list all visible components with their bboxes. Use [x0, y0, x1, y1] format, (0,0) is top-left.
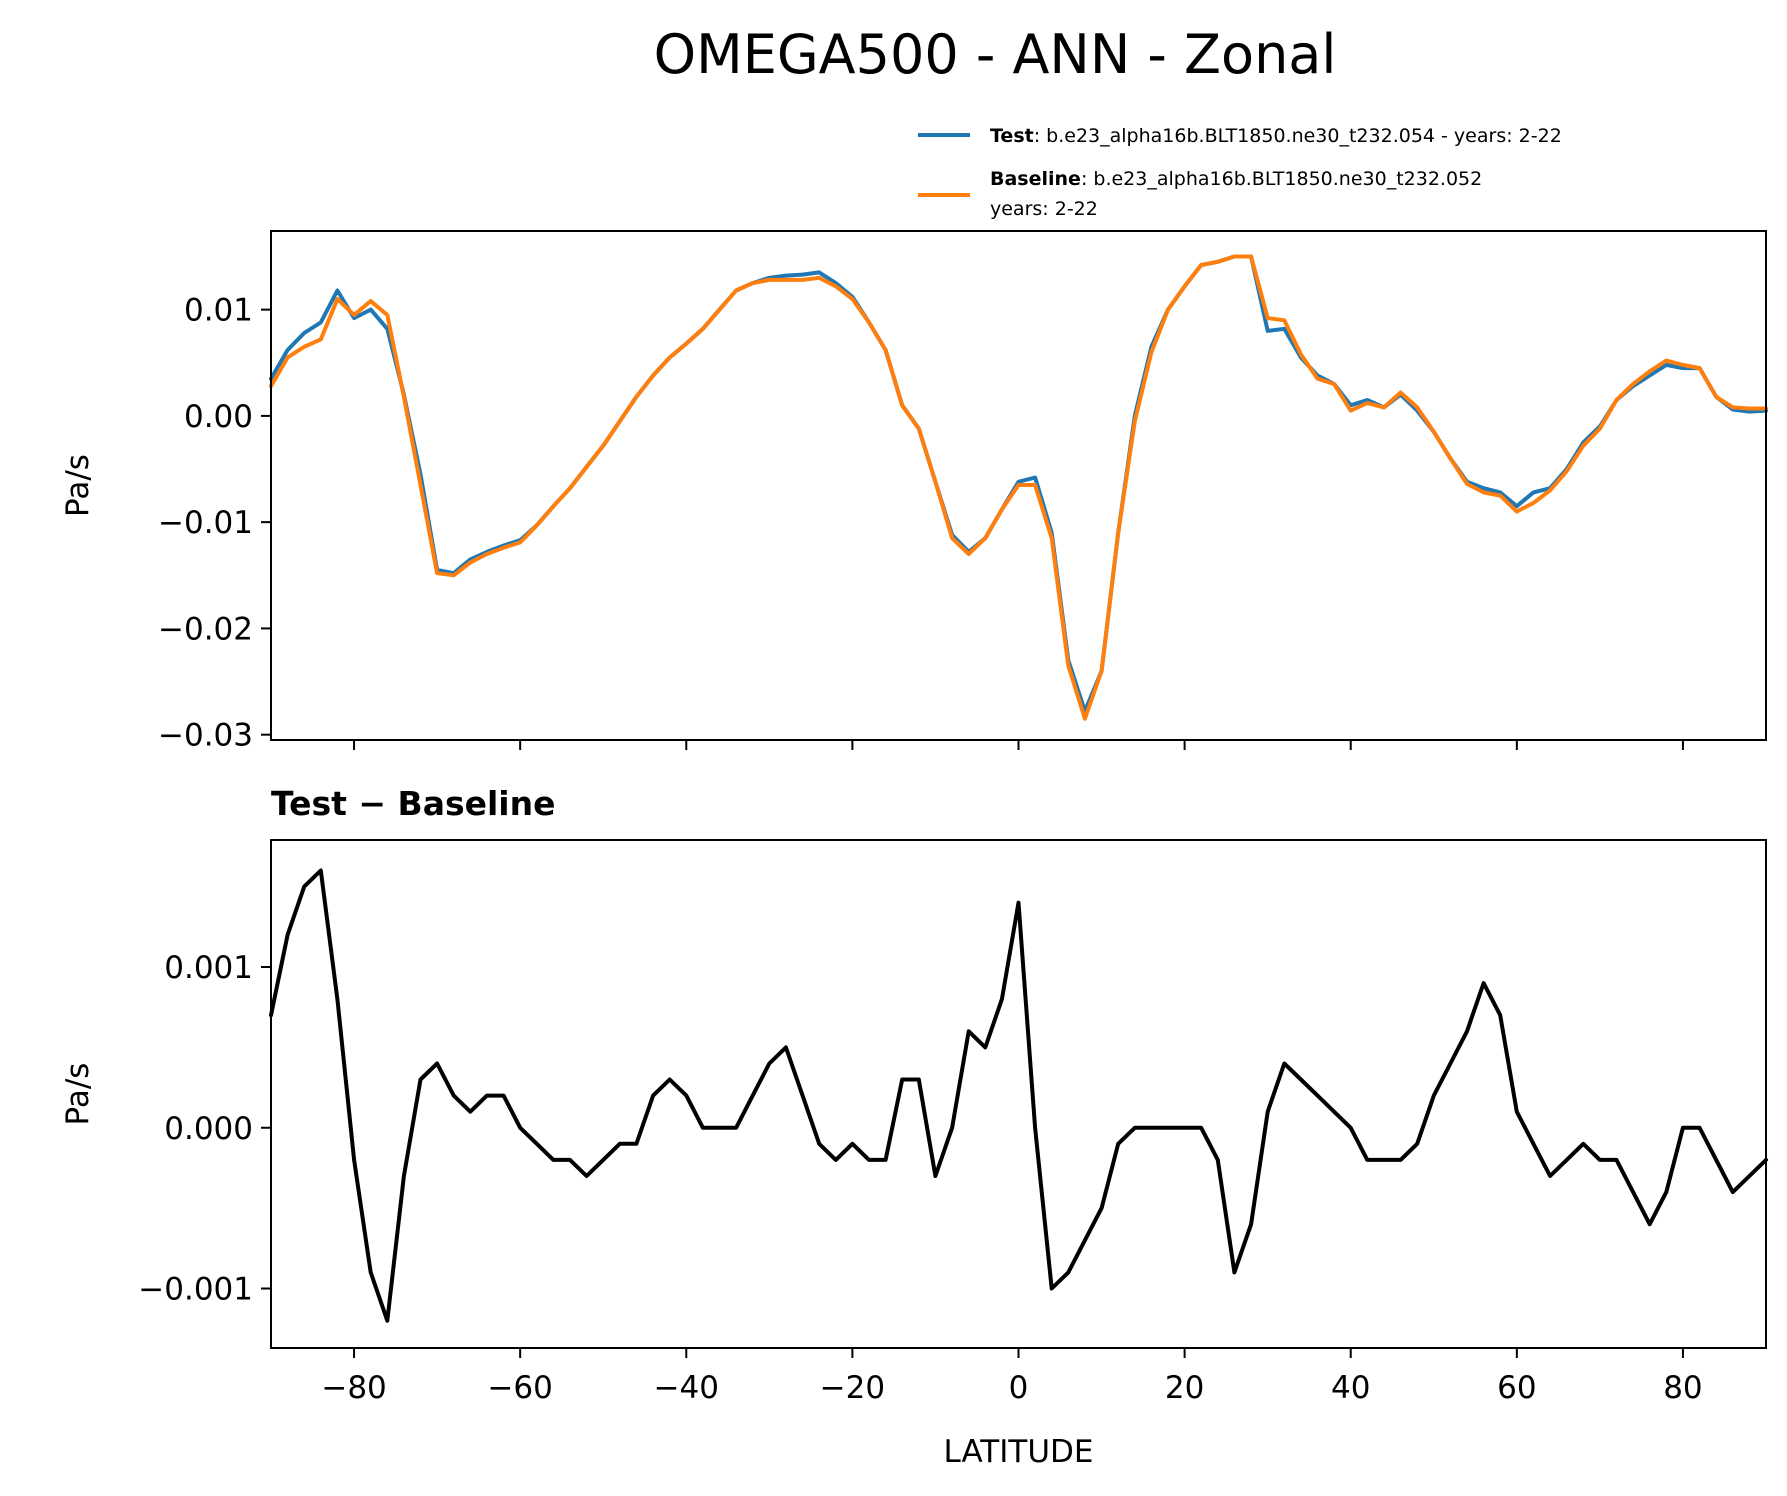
bottom-series-lines: [269, 868, 1768, 1323]
top-y-tick-label: 0.00: [184, 399, 253, 435]
legend-baseline-text-2: years: 2-22: [990, 198, 1098, 220]
legend-test-name: Test: [990, 125, 1034, 147]
top-y-tick-label: −0.01: [158, 505, 253, 541]
top-x-ticks: [353, 740, 1684, 750]
bottom-x-axis-label: LATITUDE: [944, 1434, 1094, 1470]
bottom-y-tick-label: 0.000: [164, 1111, 253, 1147]
bottom-x-tick-label: −80: [321, 1370, 386, 1406]
bottom-x-tick-label: 40: [1331, 1370, 1370, 1406]
top-y-tick-label: 0.01: [184, 293, 253, 329]
top-series-line-baseline: [269, 254, 1768, 721]
bottom-x-tick-label: 60: [1497, 1370, 1536, 1406]
legend-baseline-text: : b.e23_alpha16b.BLT1850.ne30_t232.052: [1081, 168, 1482, 190]
legend-baseline-entry: Baseline: b.e23_alpha16b.BLT1850.ne30_t2…: [990, 168, 1482, 190]
bottom-x-tick-label: −20: [820, 1370, 885, 1406]
bottom-x-tick-label: 0: [1009, 1370, 1029, 1406]
legend-baseline-name: Baseline: [990, 168, 1081, 190]
bottom-x-tick-label: −40: [654, 1370, 719, 1406]
bottom-x-ticks: −80 −60 −40 −20 0 20 40 60 80: [321, 1348, 1703, 1406]
bottom-panel-title: Test − Baseline: [271, 784, 556, 823]
legend: Test: b.e23_alpha16b.BLT1850.ne30_t232.0…: [918, 125, 1562, 220]
top-y-ticks: 0.01 0.00 −0.01 −0.02 −0.03: [158, 293, 271, 754]
legend-test-entry: Test: b.e23_alpha16b.BLT1850.ne30_t232.0…: [990, 125, 1562, 147]
top-y-tick-label: −0.03: [158, 718, 253, 754]
top-series-lines: [269, 254, 1768, 721]
top-y-tick-label: −0.02: [158, 611, 253, 647]
figure-title: OMEGA500 - ANN - Zonal: [654, 23, 1337, 86]
bottom-y-tick-label: 0.001: [164, 950, 253, 986]
bottom-x-tick-label: −60: [487, 1370, 552, 1406]
top-y-axis-label: Pa/s: [60, 454, 96, 517]
top-panel: 0.01 0.00 −0.01 −0.02 −0.03 Pa/s: [60, 230, 1768, 754]
legend-test-text: : b.e23_alpha16b.BLT1850.ne30_t232.054 -…: [1034, 125, 1562, 147]
bottom-series-line-test-baseline: [269, 868, 1768, 1323]
bottom-y-tick-label: −0.001: [138, 1272, 253, 1308]
bottom-plot-frame: [270, 839, 1767, 1349]
bottom-x-tick-label: 20: [1165, 1370, 1204, 1406]
bottom-y-axis-label: Pa/s: [60, 1063, 96, 1126]
bottom-x-tick-label: 80: [1663, 1370, 1702, 1406]
bottom-y-ticks: 0.001 0.000 −0.001: [138, 950, 271, 1308]
top-plot-frame: [270, 230, 1767, 741]
